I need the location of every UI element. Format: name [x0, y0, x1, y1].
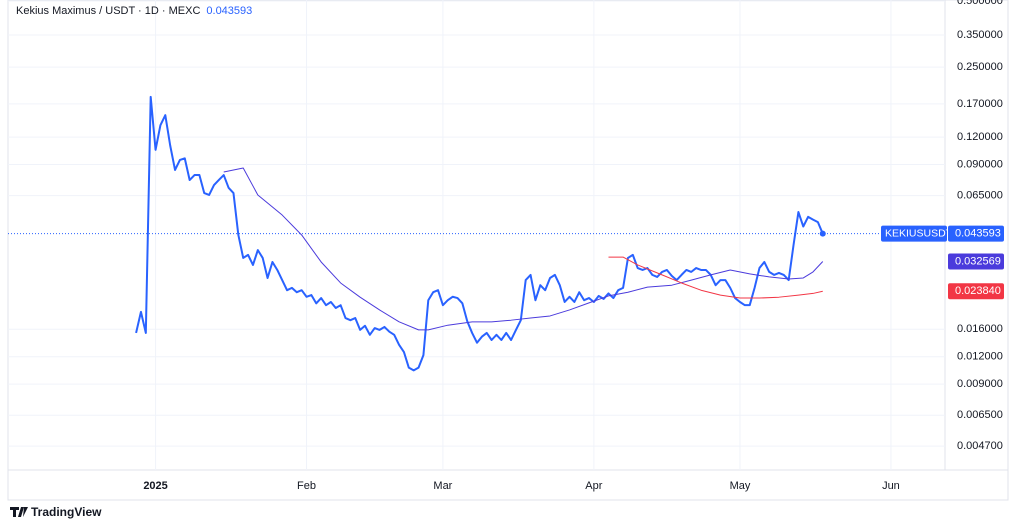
y-tick-label: 0.500000	[957, 0, 1003, 7]
symbol-tag-label: KEKIUSUSDT	[885, 227, 953, 239]
plot	[8, 95, 945, 372]
y-tick-label: 0.006500	[957, 409, 1003, 421]
y-tick-label: 0.065000	[957, 189, 1003, 201]
y-tick-label: 0.012000	[957, 351, 1003, 363]
value-tag	[948, 253, 1004, 270]
x-tick-label: 2025	[143, 480, 167, 492]
chart-frame	[7, 0, 1009, 501]
symbol-tag	[881, 225, 947, 242]
source: TradingView	[31, 505, 102, 519]
grid	[8, 0, 945, 470]
y-tick-label: 0.250000	[957, 61, 1003, 73]
y-tick-label: 0.120000	[957, 131, 1003, 143]
y-tick-label: 0.090000	[957, 158, 1003, 170]
x-tick-label: Jun	[882, 480, 900, 492]
series-line	[223, 167, 824, 331]
y-tick-label: 0.350000	[957, 29, 1003, 41]
labels: 0.500000 0.350000 0.250000 0.170000 0.120000…	[143, 0, 1004, 492]
title-price: 0.043593	[206, 5, 252, 17]
value-tag	[948, 283, 1004, 300]
series-line	[135, 95, 824, 372]
y-tick-label: 0.170000	[957, 98, 1003, 110]
value-tag-label: 0.043593	[955, 228, 1001, 240]
chart-title: Kekius Maximus / USDT · 1D · MEXC	[16, 5, 200, 17]
x-tick-label: Apr	[585, 480, 602, 492]
value-tag-label: 0.032569	[955, 255, 1001, 267]
x-tick-label: Mar	[433, 480, 452, 492]
y-tick-label: 0.009000	[957, 378, 1003, 390]
x-tick-label: May	[730, 480, 751, 492]
x-tick-label: Feb	[297, 480, 316, 492]
value-tag	[948, 225, 1004, 242]
series-line	[608, 256, 823, 299]
last-price-dot	[819, 230, 826, 237]
y-tick-label: 0.016000	[957, 323, 1003, 335]
value-tag-label: 0.023840	[955, 285, 1001, 297]
y-tick-label: 0.004700	[957, 440, 1003, 452]
logo: TradingView	[10, 505, 102, 519]
logo-icon	[10, 507, 28, 517]
